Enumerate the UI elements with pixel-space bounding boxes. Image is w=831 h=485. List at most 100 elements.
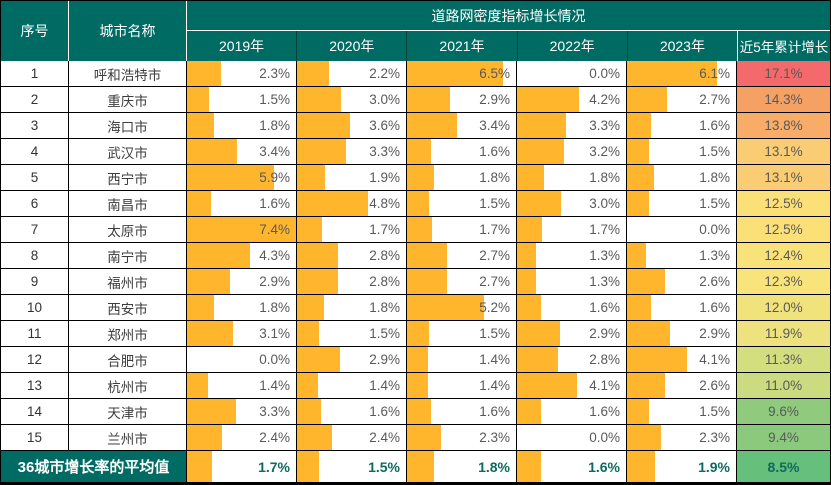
year-value: 1.7% (369, 222, 400, 237)
year-value-cell: 2.4% (297, 425, 407, 450)
header-index-column: 序号 (1, 1, 69, 61)
header-year-row: 2019年 2020年 2021年 2022年 2023年 近5年累计增长 (187, 31, 830, 61)
data-bar (407, 295, 484, 320)
data-bar (407, 61, 503, 86)
header-cumulative-column: 近5年累计增长 (737, 31, 830, 61)
year-value: 4.3% (259, 248, 290, 263)
year-value: 1.8% (699, 170, 730, 185)
data-bar (517, 451, 541, 482)
year-value-cell: 2.3% (407, 425, 517, 450)
year-value-cell: 1.7% (297, 217, 407, 242)
data-bar (187, 87, 210, 112)
year-value: 3.4% (479, 118, 510, 133)
year-value: 1.8% (369, 300, 400, 315)
cumulative-cell: 12.5% (737, 217, 830, 242)
data-bar (407, 87, 450, 112)
year-value: 3.3% (589, 118, 620, 133)
year-value-cell: 1.8% (407, 165, 517, 190)
year-value-cell: 2.3% (627, 425, 737, 450)
header-group: 道路网密度指标增长情况 2019年 2020年 2021年 2022年 2023… (187, 1, 830, 61)
year-value: 1.5% (699, 196, 730, 211)
cumulative-cell: 14.3% (737, 87, 830, 112)
year-value: 3.0% (369, 92, 400, 107)
year-value: 1.8% (259, 118, 290, 133)
year-value: 2.9% (589, 326, 620, 341)
year-value: 4.8% (369, 196, 400, 211)
data-bar (297, 373, 318, 398)
year-value-cell: 1.6% (407, 399, 517, 424)
data-bar (407, 373, 428, 398)
data-bar (517, 373, 578, 398)
data-bar (627, 87, 667, 112)
year-value-cell: 2.9% (297, 347, 407, 372)
year-value-cell: 3.3% (187, 399, 297, 424)
cumulative-cell: 12.5% (737, 191, 830, 216)
year-value: 1.5% (369, 326, 400, 341)
city-name: 呼和浩特市 (69, 61, 187, 86)
year-value-cell: 1.5% (627, 139, 737, 164)
year-value: 1.5% (479, 326, 510, 341)
year-value: 2.9% (369, 352, 400, 367)
year-value-cell: 1.6% (187, 191, 297, 216)
year-value: 3.1% (259, 326, 290, 341)
row-index: 8 (1, 243, 69, 268)
year-value: 1.4% (259, 378, 290, 393)
year-value: 3.2% (589, 144, 620, 159)
year-value: 6.5% (479, 66, 510, 81)
year-value-cell: 4.2% (517, 87, 627, 112)
table-row: 1 呼和浩特市 2.3% 2.2% 6.5% 0.0% 6.1% 17.1% (1, 61, 830, 87)
data-bar (187, 243, 251, 268)
data-bar (297, 295, 324, 320)
data-bar (627, 61, 717, 86)
year-value: 0.0% (699, 222, 730, 237)
data-bar (627, 321, 670, 346)
data-bar (627, 269, 666, 294)
cumulative-cell: 17.1% (737, 61, 830, 86)
table-row: 3 海口市 1.8% 3.6% 3.4% 3.3% 1.6% 13.8% (1, 113, 830, 139)
city-name: 郑州市 (69, 321, 187, 346)
summary-cumulative-cell: 8.5% (737, 451, 830, 482)
data-bar (627, 139, 650, 164)
header-city-column: 城市名称 (69, 1, 187, 61)
data-bar (407, 113, 458, 138)
data-bar (407, 139, 431, 164)
year-value-cell: 1.4% (187, 373, 297, 398)
year-value: 2.8% (369, 274, 400, 289)
year-value: 2.9% (699, 326, 730, 341)
year-value-cell: 3.4% (407, 113, 517, 138)
year-value-cell: 3.0% (517, 191, 627, 216)
header-group-title: 道路网密度指标增长情况 (187, 1, 830, 31)
year-value: 1.8% (479, 170, 510, 185)
row-index: 4 (1, 139, 69, 164)
year-value: 4.1% (699, 352, 730, 367)
table-body: 1 呼和浩特市 2.3% 2.2% 6.5% 0.0% 6.1% 17.1% 2 重庆市 1.5% 3… (1, 61, 830, 451)
table-row: 8 南宁市 4.3% 2.8% 2.7% 1.3% 1.3% 12.4% (1, 243, 830, 269)
year-value-cell: 0.0% (187, 347, 297, 372)
summary-year-value-cell: 1.6% (517, 451, 627, 482)
year-value: 1.3% (589, 248, 620, 263)
city-name: 海口市 (69, 113, 187, 138)
year-value-cell: 1.5% (627, 399, 737, 424)
data-bar (187, 269, 230, 294)
row-index: 5 (1, 165, 69, 190)
city-name: 兰州市 (69, 425, 187, 450)
cumulative-cell: 9.4% (737, 425, 830, 450)
row-index: 14 (1, 399, 69, 424)
row-index: 7 (1, 217, 69, 242)
year-value-cell: 3.3% (517, 113, 627, 138)
year-value-cell: 3.0% (297, 87, 407, 112)
year-value: 2.7% (479, 248, 510, 263)
city-name: 西安市 (69, 295, 187, 320)
year-value: 1.4% (369, 378, 400, 393)
year-value-cell: 1.6% (517, 399, 627, 424)
table-row: 10 西安市 1.8% 1.8% 5.2% 1.6% 1.6% 12.0% (1, 295, 830, 321)
year-value-cell: 2.8% (517, 347, 627, 372)
data-bar (407, 321, 430, 346)
cumulative-cell: 13.1% (737, 139, 830, 164)
year-value-cell: 0.0% (517, 425, 627, 450)
year-value-cell: 2.3% (187, 61, 297, 86)
year-value-cell: 1.8% (627, 165, 737, 190)
year-value-cell: 1.5% (627, 191, 737, 216)
data-bar (627, 295, 651, 320)
year-value-cell: 1.5% (407, 191, 517, 216)
